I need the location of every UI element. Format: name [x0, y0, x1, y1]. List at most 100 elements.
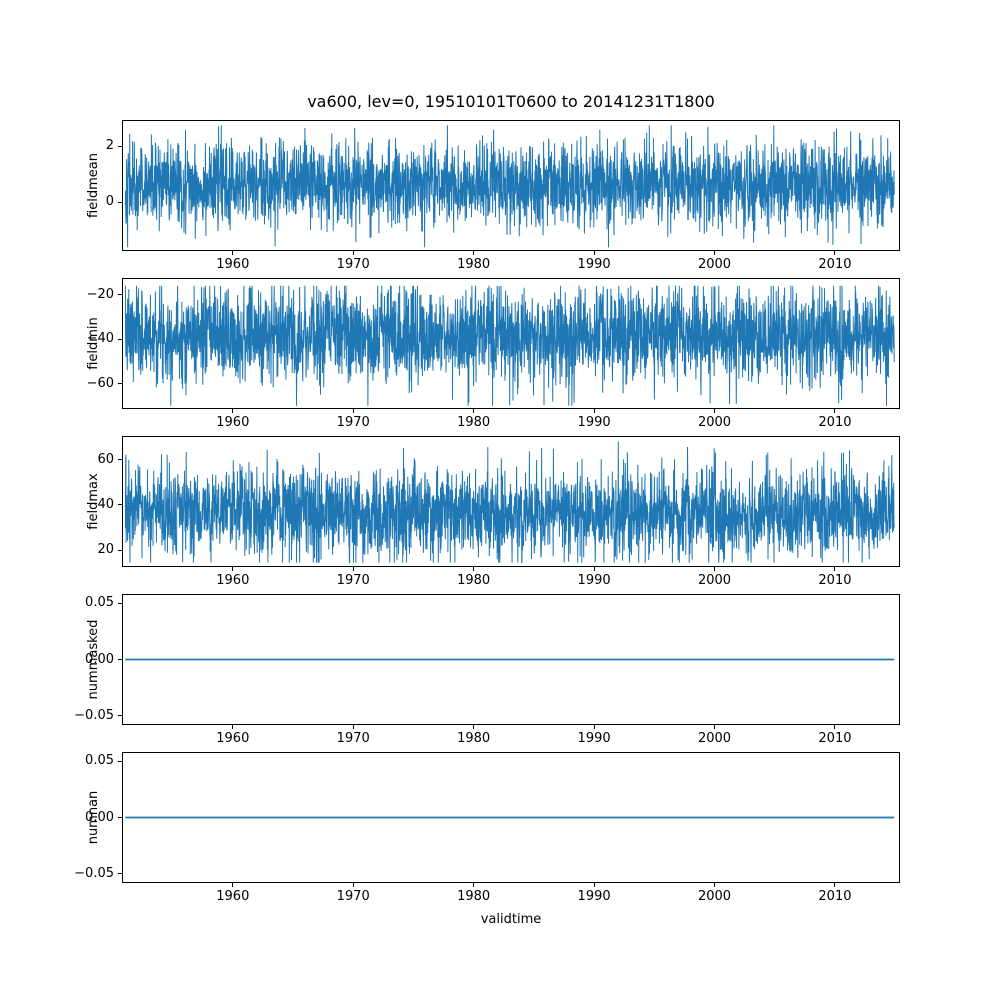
x-tick-mark	[834, 251, 836, 255]
x-tick-label: 1990	[577, 731, 611, 746]
y-tick-label: 40	[97, 496, 114, 512]
plot-fieldmin	[124, 285, 895, 406]
y-tick-mark	[118, 504, 122, 506]
x-tick-label: 1980	[457, 415, 491, 430]
x-tick-label: 1990	[577, 889, 611, 904]
y-tick-label: 0	[105, 194, 114, 210]
plot-fieldmax	[124, 441, 895, 564]
y-tick-mark	[118, 659, 122, 660]
x-tick-mark	[593, 409, 595, 413]
x-tick-mark	[714, 567, 716, 571]
y-tick-mark	[118, 459, 122, 461]
y-tick-mark	[118, 383, 122, 385]
y-tick-label: 0.05	[85, 753, 114, 769]
y-tick-label: −0.05	[74, 865, 114, 881]
x-tick-label: 1980	[457, 573, 491, 588]
x-tick-mark	[473, 567, 475, 571]
y-tick-mark	[118, 338, 122, 340]
y-tick-label: 0.05	[85, 595, 114, 611]
x-tick-mark	[714, 883, 716, 887]
axes-fieldmax	[122, 436, 900, 567]
x-tick-label: 1960	[216, 415, 250, 430]
x-tick-mark	[473, 725, 475, 729]
x-tick-mark	[473, 883, 475, 887]
axes-fieldmean	[122, 120, 900, 251]
plot-line-fieldmin	[124, 285, 895, 406]
x-tick-mark	[232, 251, 234, 255]
x-tick-label: 1980	[457, 257, 491, 272]
x-tick-mark	[834, 883, 836, 887]
y-axis-label-fieldmin: fieldmin	[85, 316, 101, 370]
y-tick-mark	[118, 145, 122, 147]
plot-line-fieldmax	[124, 441, 895, 564]
x-axis-label: validtime	[480, 912, 542, 927]
x-tick-mark	[232, 409, 234, 413]
y-tick-label: 2	[105, 138, 114, 154]
x-tick-label: 1970	[336, 889, 370, 904]
x-tick-mark	[593, 883, 595, 887]
axes-nummasked	[122, 594, 900, 725]
plot-line-fieldmean	[124, 125, 895, 248]
y-axis-label-fieldmean: fieldmean	[85, 152, 101, 218]
x-tick-mark	[593, 725, 595, 729]
figure-title: va600, lev=0, 19510101T0600 to 20141231T…	[307, 92, 715, 111]
y-tick-label: 0.00	[85, 809, 114, 825]
y-axis-label-nummasked: nummasked	[85, 619, 101, 699]
x-tick-label: 1980	[457, 731, 491, 746]
x-tick-mark	[473, 251, 475, 255]
x-tick-mark	[834, 567, 836, 571]
x-tick-mark	[593, 251, 595, 255]
x-tick-label: 1960	[216, 573, 250, 588]
x-tick-label: 2010	[818, 889, 852, 904]
x-tick-label: 2000	[697, 573, 732, 588]
axes-fieldmin	[122, 278, 900, 409]
x-tick-label: 1970	[336, 415, 370, 430]
x-tick-mark	[232, 883, 234, 887]
plot-nummasked	[125, 658, 895, 661]
x-tick-label: 1990	[577, 257, 611, 272]
x-tick-label: 2000	[697, 415, 732, 430]
y-tick-label: −60	[86, 375, 114, 391]
x-tick-label: 1980	[457, 889, 491, 904]
y-tick-label: 0.00	[85, 651, 114, 667]
x-tick-mark	[352, 725, 354, 729]
y-tick-mark	[118, 817, 122, 818]
x-tick-mark	[232, 567, 234, 571]
y-tick-label: −40	[86, 331, 114, 347]
y-axis-label-numnan: numnan	[85, 790, 101, 844]
x-tick-label: 1960	[216, 257, 250, 272]
x-tick-label: 2000	[697, 731, 732, 746]
x-tick-label: 2000	[697, 257, 732, 272]
x-tick-label: 1990	[577, 573, 611, 588]
x-tick-label: 1970	[336, 573, 370, 588]
y-tick-mark	[118, 715, 122, 717]
x-tick-mark	[473, 409, 475, 413]
x-tick-label: 2000	[697, 889, 732, 904]
y-tick-label: 20	[97, 542, 114, 558]
x-tick-mark	[714, 251, 716, 255]
x-tick-mark	[714, 409, 716, 413]
x-tick-label: 1970	[336, 731, 370, 746]
x-tick-label: 2010	[818, 573, 852, 588]
x-tick-label: 2010	[818, 415, 852, 430]
axes-numnan	[122, 752, 900, 883]
x-tick-label: 1960	[216, 731, 250, 746]
y-tick-mark	[118, 201, 122, 203]
y-tick-mark	[118, 873, 122, 875]
y-tick-mark	[118, 760, 122, 762]
x-tick-mark	[232, 725, 234, 729]
x-tick-mark	[352, 251, 354, 255]
plot-fieldmean	[124, 125, 895, 248]
y-tick-mark	[118, 602, 122, 604]
x-tick-mark	[352, 409, 354, 413]
y-tick-mark	[118, 294, 122, 296]
x-tick-mark	[593, 567, 595, 571]
x-tick-mark	[834, 725, 836, 729]
y-tick-label: 60	[97, 451, 114, 467]
y-tick-label: −20	[86, 286, 114, 302]
plot-numnan	[125, 816, 895, 819]
x-tick-mark	[352, 883, 354, 887]
x-tick-label: 1990	[577, 415, 611, 430]
x-tick-mark	[834, 409, 836, 413]
